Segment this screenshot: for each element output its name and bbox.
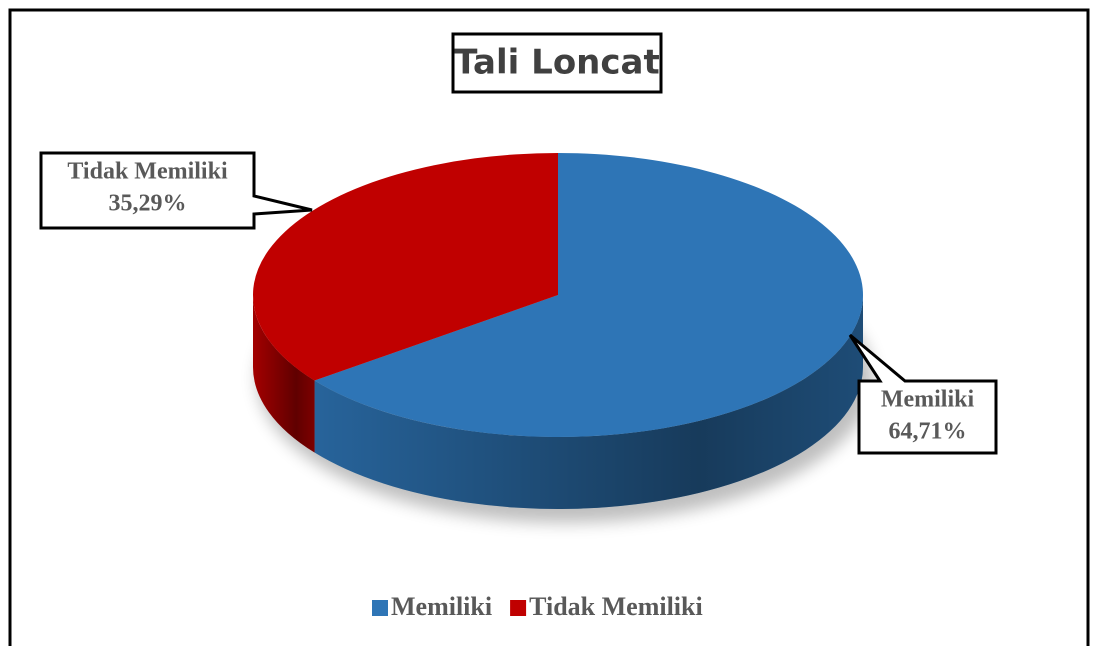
chart-border: [8, 8, 1090, 646]
pie-slice: [252, 153, 558, 381]
legend: Memiliki Tidak Memiliki: [372, 592, 703, 621]
legend-label: Memiliki: [391, 592, 492, 621]
data-label-category: Tidak Memiliki: [67, 159, 228, 185]
legend-label: Tidak Memiliki: [529, 592, 703, 621]
data-labels: Memiliki 64,71% Tidak Memiliki 35,29%: [39, 151, 998, 455]
callout-box: [39, 151, 313, 230]
pie-side-shade: [253, 295, 315, 453]
pie: [252, 153, 863, 510]
pie-slice: [314, 153, 863, 438]
title-box: [451, 32, 663, 94]
chart-title: Tali Loncat: [454, 43, 659, 83]
data-label-value: 64,71%: [889, 419, 967, 445]
data-label-category: Memiliki: [881, 387, 975, 413]
data-label-value: 35,29%: [109, 191, 187, 217]
callout-box: [848, 333, 998, 455]
pie-side-shade: [314, 295, 863, 510]
legend-swatch: [510, 600, 527, 616]
legend-swatch: [372, 600, 388, 616]
